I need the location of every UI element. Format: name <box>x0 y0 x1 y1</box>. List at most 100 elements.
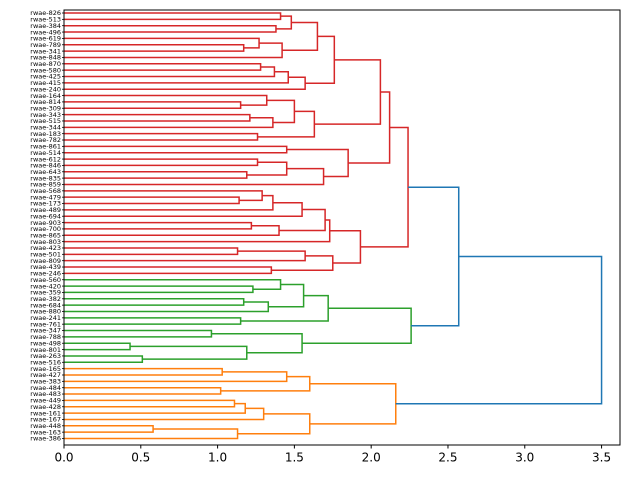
dendrogram-link <box>64 298 245 306</box>
leaf-label: rwae-861 <box>30 143 61 151</box>
leaf-label: rwae-789 <box>30 41 61 49</box>
leaf-labels: rwae-826rwae-513rwae-384rwae-496rwae-619… <box>30 9 61 443</box>
dendrogram-link <box>240 294 329 322</box>
dendrogram-link <box>360 126 409 248</box>
leaf-label: rwae-484 <box>30 384 61 392</box>
leaf-label: rwae-514 <box>30 149 61 157</box>
leaf-label: rwae-420 <box>30 282 61 290</box>
dendrogram-link <box>257 110 316 138</box>
dendrogram-link <box>64 367 223 376</box>
leaf-label: rwae-415 <box>30 79 61 87</box>
leaf-label: rwae-479 <box>30 193 61 201</box>
dendrogram-link <box>64 428 239 440</box>
leaf-label: rwae-161 <box>30 409 61 417</box>
leaf-label: rwae-803 <box>30 238 61 246</box>
dendrogram-link <box>220 375 311 392</box>
dendrogram-link <box>64 225 280 237</box>
dendrogram-link <box>64 425 154 433</box>
dendrogram-link <box>64 407 265 421</box>
x-tick-label: 2.5 <box>438 451 457 465</box>
leaf-label: rwae-309 <box>30 104 61 112</box>
leaf-label: rwae-761 <box>30 320 61 328</box>
dendrogram-link <box>64 402 246 414</box>
leaf-label: rwae-612 <box>30 155 61 163</box>
leaf-label: rwae-700 <box>30 225 61 233</box>
leaf-label: rwae-164 <box>30 92 61 100</box>
dendrogram-link <box>64 278 282 291</box>
leaf-label: rwae-383 <box>30 378 61 386</box>
leaf-label: rwae-513 <box>30 16 61 24</box>
leaf-label: rwae-568 <box>30 187 61 195</box>
plot-frame <box>63 9 621 446</box>
leaf-label: rwae-835 <box>30 174 61 182</box>
dendrogram-link <box>64 94 268 106</box>
dendrogram-link <box>314 59 382 125</box>
dendrogram-link <box>309 382 397 425</box>
leaf-label: rwae-439 <box>30 263 61 271</box>
dendrogram-link <box>282 21 319 52</box>
dendrogram-link <box>64 171 248 179</box>
dendrogram-link <box>64 266 273 275</box>
leaf-label: rwae-344 <box>30 124 61 132</box>
leaf-label: rwae-489 <box>30 206 61 214</box>
dendrogram-link <box>286 148 349 178</box>
leaf-label: rwae-183 <box>30 130 61 138</box>
dendrogram-link <box>64 250 306 262</box>
dendrogram-link <box>302 307 412 344</box>
leaf-label: rwae-515 <box>30 117 61 125</box>
dendrogram-link <box>64 24 277 33</box>
leaf-label: rwae-880 <box>30 308 61 316</box>
dendrogram-links <box>64 12 603 440</box>
leaf-label: rwae-814 <box>30 98 61 106</box>
dendrogram-link <box>329 230 362 264</box>
leaf-label: rwae-386 <box>30 435 61 443</box>
dendrogram-link <box>348 91 391 164</box>
leaf-label: rwae-347 <box>30 327 61 335</box>
dendrogram-link <box>64 167 325 186</box>
dendrogram-link <box>271 255 334 271</box>
dendrogram-link <box>64 132 259 141</box>
axis: 0.0 0.5 1.0 1.5 2.0 2.5 3.0 3.5 <box>54 9 621 465</box>
leaf-label: rwae-427 <box>30 371 61 379</box>
leaf-label: rwae-263 <box>30 352 61 360</box>
leaf-label: rwae-501 <box>30 251 61 259</box>
dendrogram-link <box>64 247 239 256</box>
dendrogram-link <box>64 63 262 71</box>
dendrogram-link <box>408 186 460 327</box>
dendrogram-link <box>64 113 251 122</box>
leaf-label: rwae-870 <box>30 60 61 68</box>
dendrogram-link <box>64 145 288 154</box>
leaf-label: rwae-359 <box>30 289 61 297</box>
dendrogram-link <box>64 301 270 313</box>
leaf-label: rwae-163 <box>30 428 61 436</box>
leaf-label: rwae-384 <box>30 22 61 30</box>
dendrogram-link <box>64 101 242 110</box>
leaf-label: rwae-643 <box>30 168 61 176</box>
dendrogram-link <box>64 329 213 338</box>
x-tick-label: 1.0 <box>208 451 227 465</box>
dendrogram-link <box>64 70 289 84</box>
dendrogram-link <box>64 190 263 202</box>
dendrogram-link <box>64 371 288 383</box>
x-tick-label: 3.5 <box>592 451 611 465</box>
x-tick-label: 0.0 <box>54 451 73 465</box>
dendrogram-link <box>64 117 274 129</box>
leaf-label: rwae-240 <box>30 85 61 93</box>
leaf-label: rwae-516 <box>30 358 61 366</box>
leaf-label: rwae-694 <box>30 212 61 220</box>
leaf-label: rwae-382 <box>30 295 61 303</box>
dendrogram-link <box>305 35 336 85</box>
leaf-label: rwae-859 <box>30 181 61 189</box>
leaf-label: rwae-560 <box>30 276 61 284</box>
leaf-label: rwae-684 <box>30 301 61 309</box>
dendrogram-link <box>64 42 283 59</box>
dendrogram-link <box>268 283 305 308</box>
leaf-label: rwae-903 <box>30 219 61 227</box>
dendrogram-link <box>64 196 240 205</box>
leaf-label: rwae-448 <box>30 422 61 430</box>
dendrogram-link <box>64 37 260 49</box>
leaf-label: rwae-619 <box>30 35 61 43</box>
dendrogram-link <box>64 158 259 167</box>
